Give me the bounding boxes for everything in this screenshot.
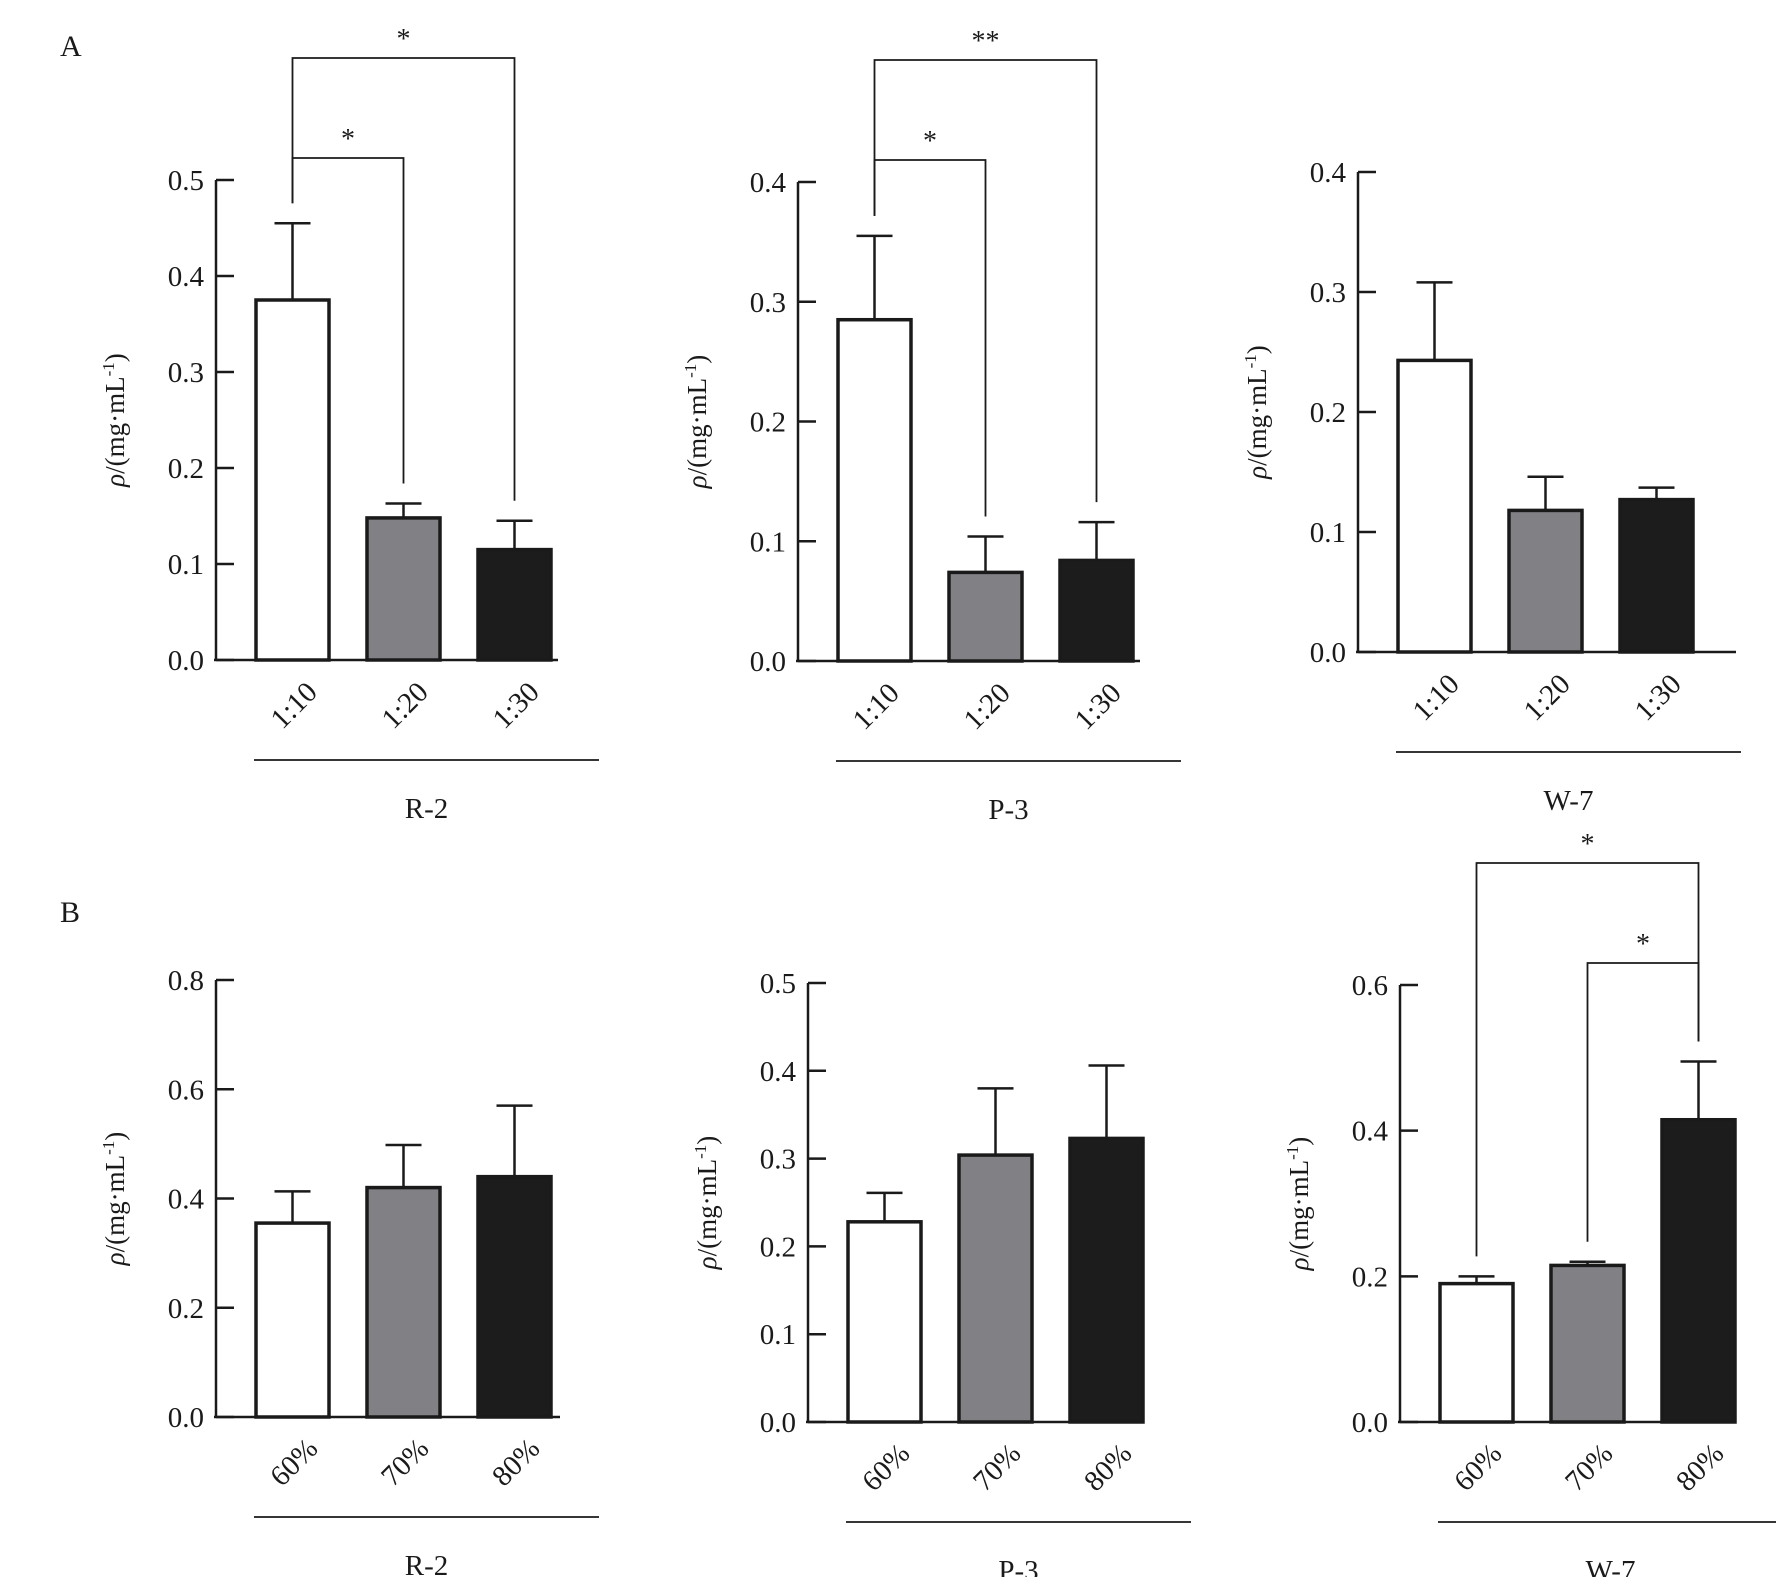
bar bbox=[836, 317, 913, 663]
chart-panel: 0.0 0.1 0.2 0.3 0.4 ρ/(mg·mL-1) 1:10 1:20 1:30 P-… bbox=[681, 26, 1181, 826]
significance-label: * bbox=[397, 24, 411, 55]
group-label: R-2 bbox=[405, 1550, 449, 1577]
category-label: 1:10 bbox=[1407, 668, 1466, 727]
bar bbox=[947, 570, 1024, 663]
category-label: 1:20 bbox=[376, 676, 435, 735]
category-label: 1:20 bbox=[958, 677, 1017, 736]
chart-panel: 0.0 0.2 0.4 0.6 ρ/(mg·mL-1) 60% 70% 80% W-7 * * bbox=[1283, 829, 1776, 1577]
y-tick-label: 0.0 bbox=[1352, 1407, 1388, 1439]
y-tick-label: 0.0 bbox=[750, 646, 786, 678]
y-tick-label: 0.4 bbox=[1310, 157, 1347, 189]
bar bbox=[365, 1185, 442, 1419]
chart-panel: 0.0 0.1 0.2 0.3 0.4 ρ/(mg·mL-1) 1:10 1:20 1:30 W-… bbox=[1241, 157, 1741, 817]
group-label: P-3 bbox=[988, 794, 1028, 826]
bar bbox=[476, 547, 553, 662]
significance-bracket bbox=[873, 59, 1098, 503]
significance-label: * bbox=[1581, 829, 1595, 860]
bar bbox=[365, 516, 442, 662]
y-tick-label: 0.8 bbox=[168, 965, 204, 997]
y-tick-label: 0.5 bbox=[168, 165, 204, 197]
category-label: 1:30 bbox=[487, 676, 546, 735]
y-tick-label: 0.0 bbox=[168, 645, 204, 677]
category-label: 1:10 bbox=[847, 677, 906, 736]
y-tick-label: 0.2 bbox=[1310, 397, 1346, 429]
y-tick-label: 0.5 bbox=[760, 968, 796, 1000]
category-label: 80% bbox=[1670, 1438, 1730, 1498]
group-label: P-3 bbox=[998, 1555, 1038, 1577]
y-tick-label: 0.2 bbox=[168, 1293, 204, 1325]
bar bbox=[1660, 1117, 1737, 1424]
bar bbox=[1507, 508, 1584, 654]
bar bbox=[1058, 558, 1135, 663]
y-axis-title: ρ/(mg·mL-1) bbox=[99, 353, 130, 488]
category-label: 1:20 bbox=[1518, 668, 1577, 727]
y-tick-label: 0.3 bbox=[168, 357, 204, 389]
significance-label: * bbox=[923, 126, 937, 157]
significance-label: ** bbox=[972, 26, 1000, 57]
y-tick-label: 0.0 bbox=[168, 1402, 204, 1434]
y-tick-label: 0.2 bbox=[750, 407, 786, 439]
significance-bracket bbox=[291, 57, 516, 501]
y-axis-title: ρ/(mg·mL-1) bbox=[1241, 345, 1272, 480]
significance-bracket bbox=[1475, 862, 1700, 1257]
bar bbox=[1068, 1136, 1145, 1424]
group-label: W-7 bbox=[1586, 1555, 1636, 1577]
bar bbox=[1549, 1263, 1626, 1424]
bar bbox=[254, 1221, 331, 1419]
panel-letter-b: B bbox=[60, 896, 80, 929]
bar bbox=[254, 298, 331, 662]
chart-panel: 0.0 0.2 0.4 0.6 0.8 ρ/(mg·mL-1) 60% 70% 80% R-2 bbox=[99, 965, 599, 1577]
y-tick-label: 0.0 bbox=[760, 1407, 796, 1439]
y-tick-label: 0.2 bbox=[760, 1231, 796, 1263]
group-label: W-7 bbox=[1544, 785, 1594, 817]
category-label: 70% bbox=[967, 1438, 1027, 1498]
category-label: 70% bbox=[375, 1433, 435, 1493]
chart-panel: 0.0 0.1 0.2 0.3 0.4 0.5 ρ/(mg·mL-1) 1:10 1:20 1:3… bbox=[99, 24, 599, 825]
y-tick-label: 0.3 bbox=[750, 287, 786, 319]
y-tick-label: 0.3 bbox=[760, 1144, 796, 1176]
y-tick-label: 0.3 bbox=[1310, 277, 1346, 309]
category-label: 80% bbox=[1078, 1438, 1138, 1498]
category-label: 1:30 bbox=[1069, 677, 1128, 736]
y-tick-label: 0.1 bbox=[760, 1319, 796, 1351]
y-axis-title: ρ/(mg·mL-1) bbox=[99, 1132, 130, 1267]
category-label: 60% bbox=[856, 1438, 916, 1498]
y-tick-label: 0.1 bbox=[750, 526, 786, 558]
group-label: R-2 bbox=[405, 793, 449, 825]
bar bbox=[1396, 358, 1473, 654]
y-tick-label: 0.4 bbox=[750, 167, 787, 199]
y-tick-label: 0.2 bbox=[168, 453, 204, 485]
y-axis-title: ρ/(mg·mL-1) bbox=[681, 355, 712, 490]
y-tick-label: 0.6 bbox=[168, 1074, 204, 1106]
panel-letter-a: A bbox=[60, 30, 82, 63]
bar bbox=[1618, 497, 1695, 654]
category-label: 1:30 bbox=[1629, 668, 1688, 727]
y-tick-label: 0.4 bbox=[760, 1056, 797, 1088]
y-axis-title: ρ/(mg·mL-1) bbox=[1283, 1137, 1314, 1272]
y-axis-title: ρ/(mg·mL-1) bbox=[691, 1136, 722, 1271]
significance-label: * bbox=[1636, 929, 1650, 960]
bar bbox=[1438, 1281, 1515, 1424]
category-label: 60% bbox=[264, 1433, 324, 1493]
y-tick-label: 0.4 bbox=[1352, 1116, 1389, 1148]
category-label: 1:10 bbox=[265, 676, 324, 735]
bar bbox=[957, 1153, 1034, 1424]
y-tick-label: 0.1 bbox=[1310, 517, 1346, 549]
category-label: 70% bbox=[1559, 1438, 1619, 1498]
y-tick-label: 0.4 bbox=[168, 261, 205, 293]
y-tick-label: 0.6 bbox=[1352, 970, 1388, 1002]
category-label: 60% bbox=[1448, 1438, 1508, 1498]
y-tick-label: 0.1 bbox=[168, 549, 204, 581]
significance-label: * bbox=[341, 124, 355, 155]
bar bbox=[476, 1174, 553, 1419]
chart-panel: 0.0 0.1 0.2 0.3 0.4 0.5 ρ/(mg·mL-1) 60% 70% 80% P-… bbox=[691, 968, 1191, 1577]
bar bbox=[846, 1220, 923, 1424]
category-label: 80% bbox=[486, 1433, 546, 1493]
y-tick-label: 0.2 bbox=[1352, 1261, 1388, 1293]
y-tick-label: 0.0 bbox=[1310, 637, 1346, 669]
y-tick-label: 0.4 bbox=[168, 1184, 205, 1216]
